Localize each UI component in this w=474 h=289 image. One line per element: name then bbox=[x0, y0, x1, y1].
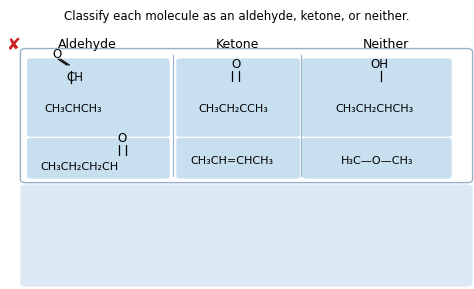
Text: CH₃CH=CHCH₃: CH₃CH=CHCH₃ bbox=[191, 156, 274, 166]
Text: O: O bbox=[118, 131, 127, 144]
FancyBboxPatch shape bbox=[27, 138, 170, 179]
FancyBboxPatch shape bbox=[20, 49, 473, 183]
FancyBboxPatch shape bbox=[302, 138, 452, 179]
Text: O: O bbox=[52, 48, 62, 61]
Text: OH: OH bbox=[370, 58, 388, 71]
Text: Classify each molecule as an aldehyde, ketone, or neither.: Classify each molecule as an aldehyde, k… bbox=[64, 10, 410, 23]
FancyBboxPatch shape bbox=[176, 58, 300, 137]
FancyBboxPatch shape bbox=[176, 138, 300, 179]
Text: Aldehyde: Aldehyde bbox=[58, 38, 117, 51]
FancyBboxPatch shape bbox=[20, 184, 473, 287]
Text: CH: CH bbox=[66, 71, 83, 84]
Text: CH₃CH₂CHCH₃: CH₃CH₂CHCH₃ bbox=[335, 104, 414, 114]
Text: Neither: Neither bbox=[363, 38, 410, 51]
Text: O: O bbox=[231, 58, 240, 71]
Text: Ketone: Ketone bbox=[215, 38, 259, 51]
Text: CH₃CHCH₃: CH₃CHCH₃ bbox=[45, 104, 102, 114]
FancyBboxPatch shape bbox=[27, 58, 170, 137]
Text: CH₃CH₂CCH₃: CH₃CH₂CCH₃ bbox=[198, 104, 268, 114]
Text: ✘: ✘ bbox=[7, 36, 21, 54]
Text: CH₃CH₂CH₂CH: CH₃CH₂CH₂CH bbox=[41, 162, 118, 172]
FancyBboxPatch shape bbox=[302, 58, 452, 137]
Text: H₃C—O—CH₃: H₃C—O—CH₃ bbox=[341, 156, 413, 166]
